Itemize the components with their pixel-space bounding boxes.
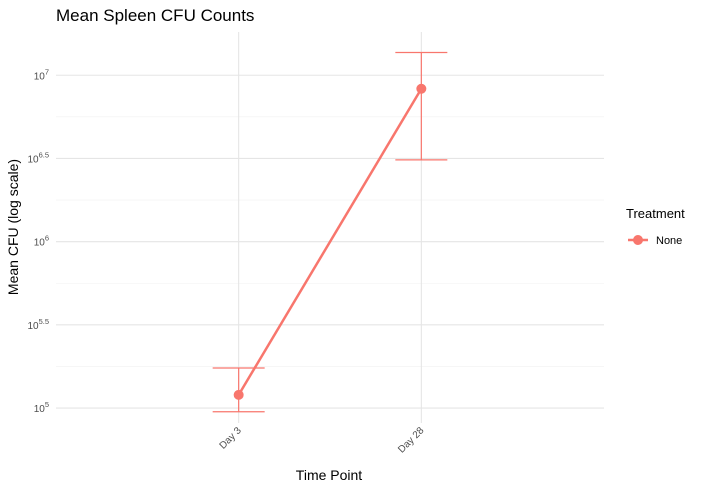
x-tick-label: Day 28 xyxy=(396,425,426,455)
y-tick-label: 105 xyxy=(34,400,49,415)
x-tick-labels: Day 3 Day 28 xyxy=(218,425,427,455)
legend-title: Treatment xyxy=(626,206,685,221)
grid xyxy=(56,32,604,423)
y-tick-label: 105.5 xyxy=(27,317,49,332)
chart-title: Mean Spleen CFU Counts xyxy=(56,6,254,25)
legend: Treatment None xyxy=(626,206,685,247)
y-tick-exponent: 6 xyxy=(45,234,49,243)
y-tick-label: 107 xyxy=(34,67,49,82)
y-tick-base: 10 xyxy=(34,71,46,82)
y-tick-exponent: 5 xyxy=(45,400,49,409)
y-tick-label: 106.5 xyxy=(27,150,49,165)
y-tick-base: 10 xyxy=(27,321,39,332)
data-point xyxy=(233,389,244,400)
legend-label: None xyxy=(656,235,682,247)
data-point xyxy=(416,83,427,94)
y-tick-base: 10 xyxy=(34,238,46,249)
x-tick-label: Day 3 xyxy=(218,425,245,452)
legend-key-point xyxy=(633,235,643,245)
series-layer xyxy=(212,51,448,413)
y-tick-base: 10 xyxy=(34,404,46,415)
y-axis-title: Mean CFU (log scale) xyxy=(5,159,21,295)
y-tick-exponent: 6.5 xyxy=(39,150,49,159)
y-tick-exponent: 5.5 xyxy=(39,317,49,326)
y-tick-label: 106 xyxy=(34,234,49,249)
y-tick-base: 10 xyxy=(27,154,39,165)
y-tick-exponent: 7 xyxy=(45,67,49,76)
series-line xyxy=(237,88,423,396)
x-axis-title: Time Point xyxy=(296,467,363,483)
